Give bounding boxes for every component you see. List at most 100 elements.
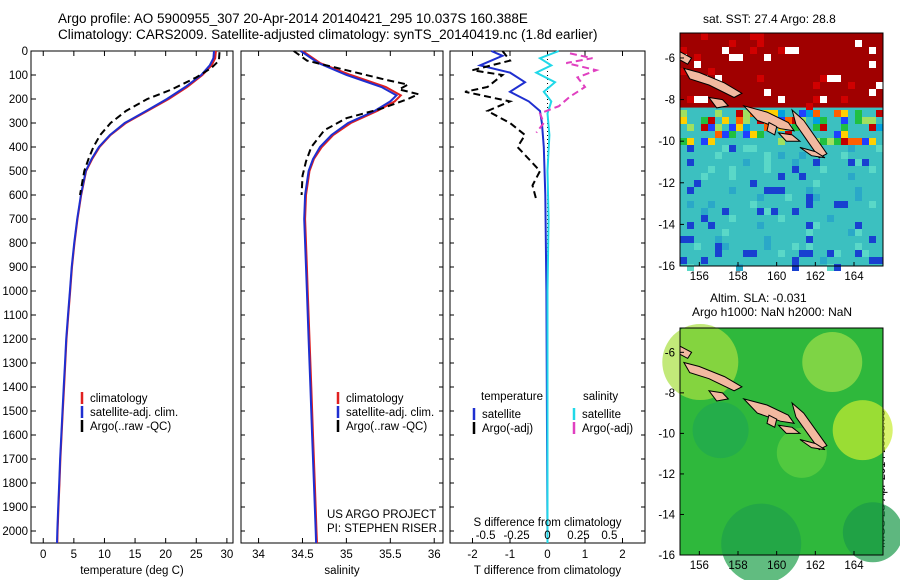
sla-blob: [692, 402, 749, 459]
sst-cell: [806, 250, 813, 257]
sst-cell: [792, 159, 799, 166]
sst-cell: [799, 173, 806, 180]
island-7: [707, 390, 730, 402]
sst-cell: [806, 194, 813, 201]
temperature-profile-frame: [30, 50, 234, 544]
y-tick-label: 700: [9, 214, 28, 226]
y-tick-label: 100: [9, 70, 28, 82]
sst-cell: [750, 180, 757, 187]
sst-title: sat. SST: 27.4 Argo: 28.8: [703, 12, 836, 26]
sst-cell: [820, 117, 827, 124]
sst-cell: [778, 250, 785, 257]
salinity-profile-frame: [240, 50, 444, 544]
sst-cell: [771, 208, 778, 215]
salinity-profile-panel: [240, 50, 444, 544]
map-x-tick-label: 160: [767, 271, 786, 283]
sst-cell: [820, 138, 827, 145]
sst-cell: [841, 96, 848, 103]
sst-cell: [708, 124, 715, 131]
sst-cell: [694, 61, 701, 68]
sst-cell: [764, 236, 771, 243]
sst-cell: [778, 47, 785, 54]
sst-cell: [862, 117, 869, 124]
sst-cell: [806, 222, 813, 229]
sst-cell: [785, 117, 792, 124]
sst-cell: [876, 257, 883, 264]
sst-cell: [750, 250, 757, 257]
sst-cell: [687, 159, 694, 166]
sst-cell: [680, 257, 687, 264]
sst-cell: [687, 138, 694, 145]
sst-cell: [876, 82, 883, 89]
map-x-tick-label: 156: [690, 271, 709, 283]
sst-cell: [729, 124, 736, 131]
y-tick-label: 600: [9, 190, 28, 202]
map-y-tick-label: -14: [658, 219, 675, 231]
sst-cell: [743, 250, 750, 257]
x-tick-label: -2: [467, 549, 477, 561]
sst-map: [679, 32, 884, 271]
sst-cell: [736, 124, 743, 131]
sst-cell: [813, 117, 820, 124]
sst-cell: [743, 131, 750, 138]
sst-cell: [729, 54, 736, 61]
sst-cell: [729, 215, 736, 222]
series-s-satellite: [534, 50, 560, 543]
sst-cell: [701, 215, 708, 222]
sst-cell: [750, 201, 757, 208]
sst-cell: [757, 194, 764, 201]
sst-cell: [827, 215, 834, 222]
sst-cell: [813, 82, 820, 89]
sst-cell: [869, 124, 876, 131]
x-tick-label: 34: [252, 549, 265, 561]
sst-cell: [750, 131, 757, 138]
sst-cell: [813, 222, 820, 229]
x-tick-label: 2: [619, 549, 625, 561]
sst-cell: [729, 187, 736, 194]
map-x-tick-label: 164: [844, 560, 864, 572]
sst-cell: [841, 117, 848, 124]
sst-cell: [680, 110, 687, 117]
series-satellite-adj-clim-: [300, 50, 399, 544]
sst-cell: [834, 110, 841, 117]
y-tick-label: 0: [22, 46, 28, 58]
sst-cell: [764, 208, 771, 215]
top-tick-label: -0.5: [476, 530, 496, 542]
legend-label: climatology: [90, 393, 148, 405]
sst-cell: [757, 33, 764, 40]
sst-cell: [771, 110, 778, 117]
sst-cell: [855, 138, 862, 145]
sst-cell: [806, 187, 813, 194]
sst-cell: [778, 138, 785, 145]
legend-title: temperature: [481, 391, 543, 403]
x-tick-label: 35: [340, 549, 353, 561]
sst-cell: [722, 243, 729, 250]
sst-cell: [820, 75, 827, 82]
x-tick-label: 1: [582, 549, 588, 561]
sst-cell: [876, 110, 883, 117]
sst-cell: [778, 110, 785, 117]
sst-cell: [799, 250, 806, 257]
sst-cell: [820, 257, 827, 264]
sst-cell: [876, 124, 883, 131]
sst-cell: [715, 110, 722, 117]
sst-map-frame: [679, 32, 884, 267]
sst-cell: [869, 117, 876, 124]
sst-cell: [799, 152, 806, 159]
sst-cell: [848, 173, 855, 180]
series-s-argo-adj-: [535, 52, 600, 134]
sst-cell: [813, 124, 820, 131]
top-tick-label: -0.25: [503, 530, 529, 542]
y-tick-label: 300: [9, 118, 28, 130]
sst-cell: [841, 124, 848, 131]
sst-cell: [694, 54, 701, 61]
sst-cell: [722, 229, 729, 236]
sst-cell: [806, 110, 813, 117]
sst-cell: [806, 201, 813, 208]
sst-cell: [764, 166, 771, 173]
sst-cell: [855, 40, 862, 47]
sst-cell: [869, 138, 876, 145]
x-axis-label: temperature (deg C): [80, 565, 184, 577]
sst-cell: [792, 47, 799, 54]
